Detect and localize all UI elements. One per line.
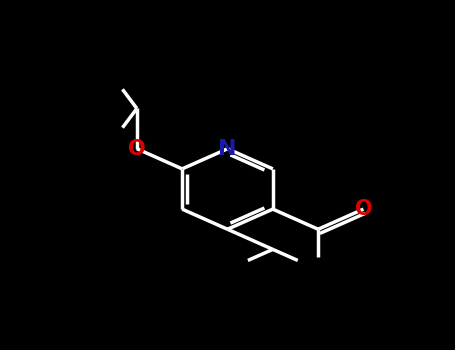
Text: N: N [218,139,237,159]
Text: O: O [354,199,372,219]
Text: O: O [128,139,146,159]
